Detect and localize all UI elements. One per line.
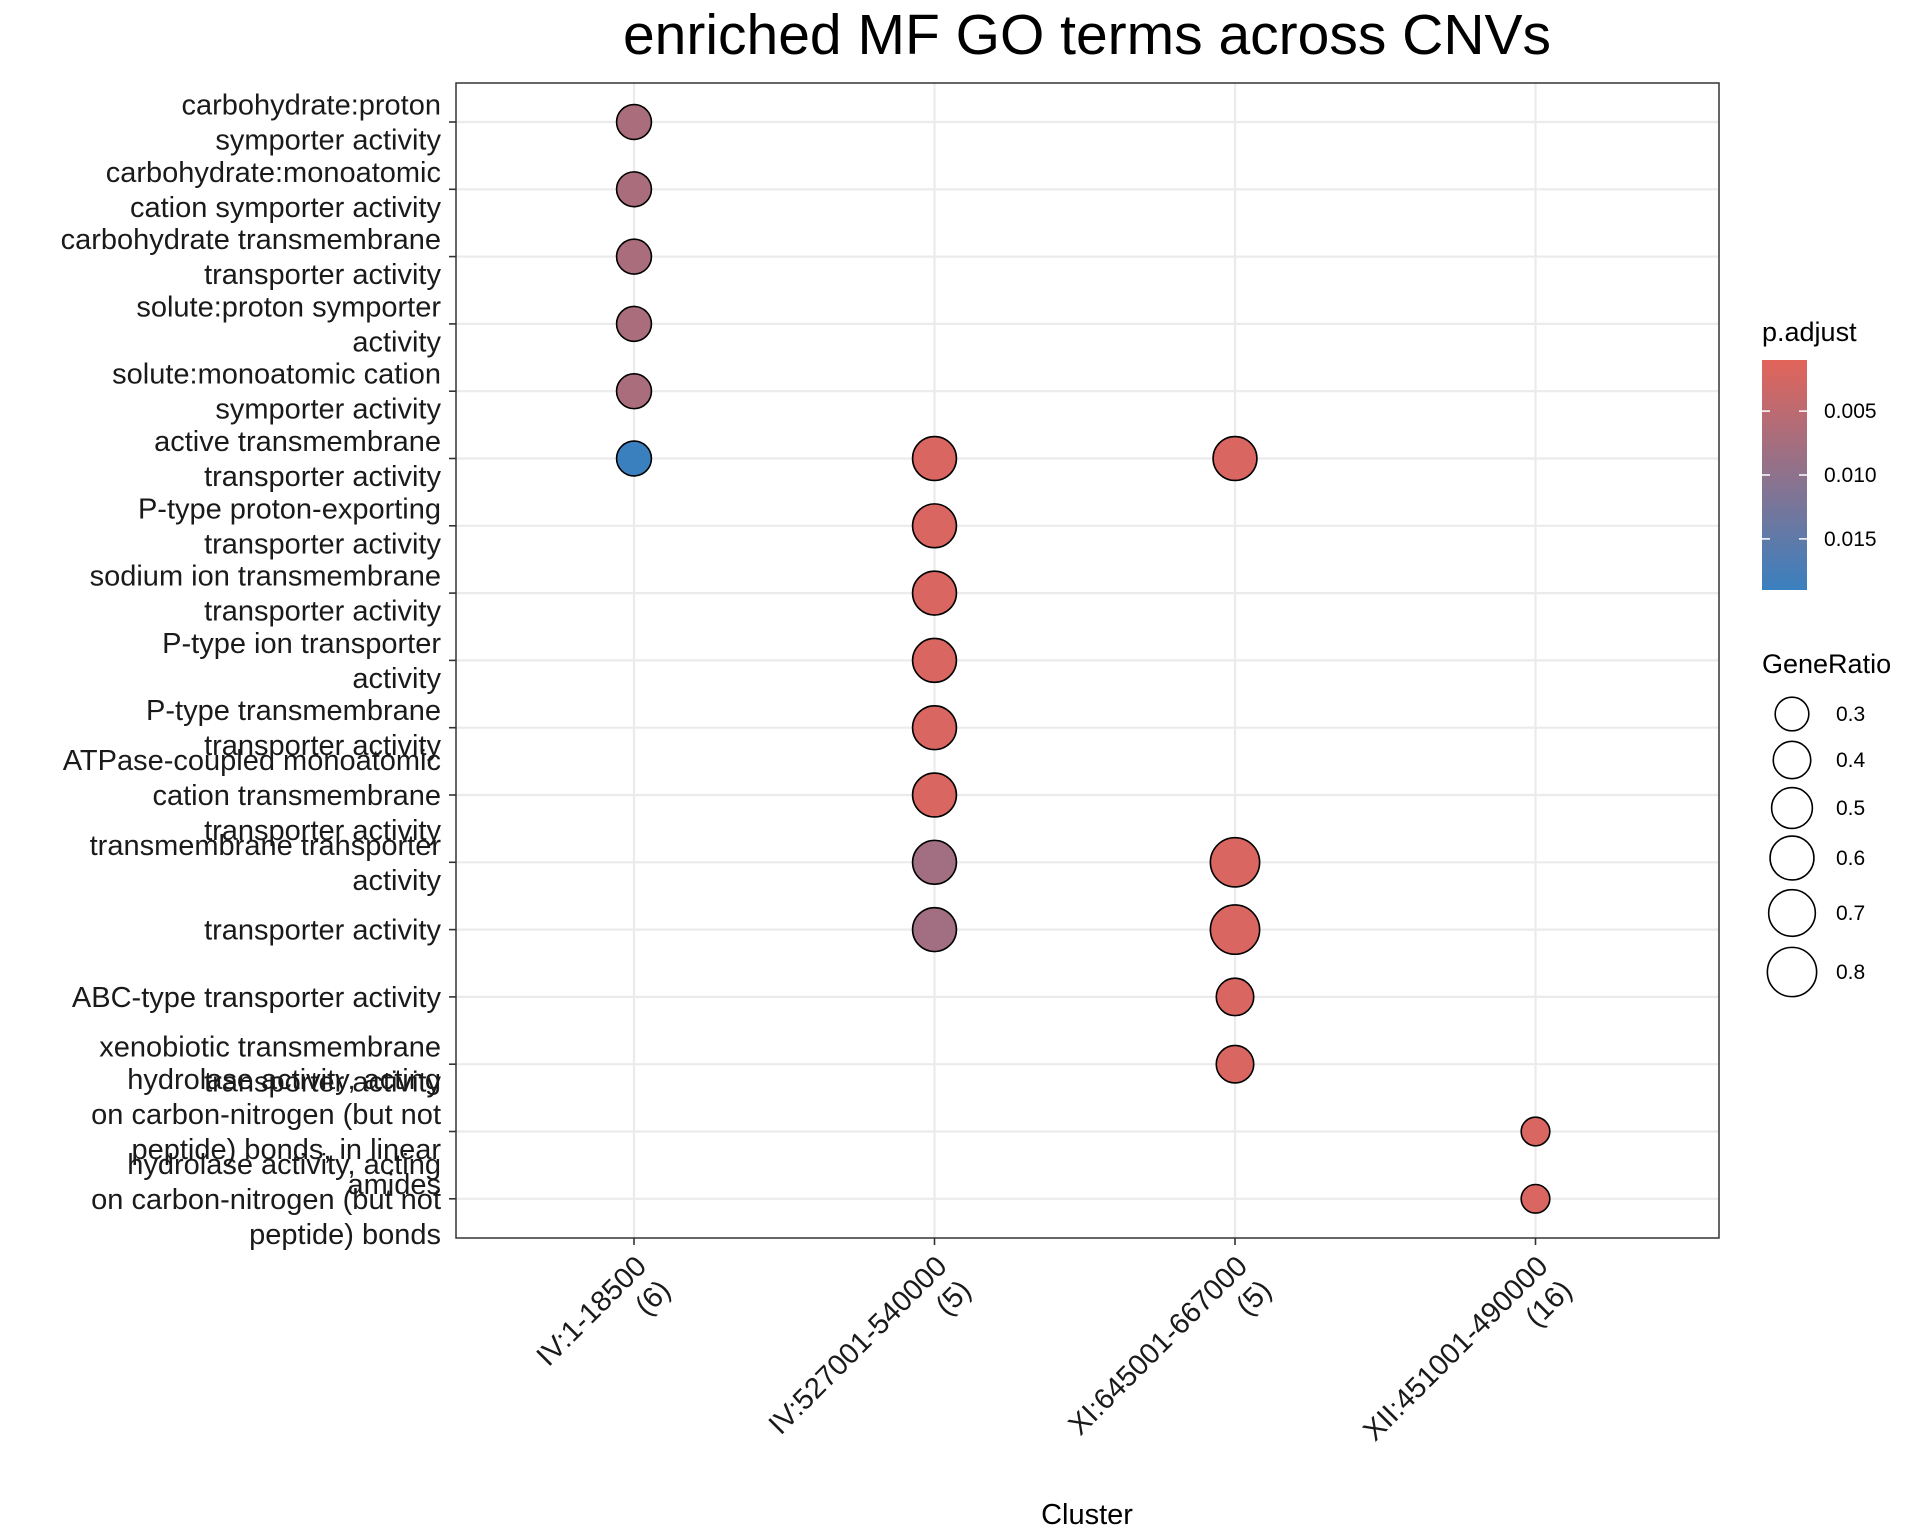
size-legend-label: 0.4 <box>1836 749 1866 772</box>
points-layer <box>615 103 1551 1214</box>
size-legend-label: 0.7 <box>1836 902 1865 925</box>
size-legend-label: 0.6 <box>1836 847 1865 870</box>
y-tick-label-line: ATPase-coupled monoatomic <box>63 745 441 777</box>
y-tick-label-line: transporter activity <box>204 596 441 628</box>
y-tick-label-line: P-type transmembrane <box>146 695 441 727</box>
color-legend-label: 0.005 <box>1824 400 1877 423</box>
data-point <box>1520 1116 1551 1147</box>
chart-title: enriched MF GO terms across CNVs <box>623 3 1551 67</box>
y-tick-label-line: carbohydrate:proton <box>181 90 441 122</box>
data-point <box>1209 904 1261 956</box>
size-legend: GeneRatio 0.3 0.4 0.5 0.6 0.7 0.8 <box>1762 649 1891 998</box>
y-tick-label: P-type transmembrane transporter activity <box>146 695 441 762</box>
data-point <box>615 305 653 343</box>
y-tick-label: ATPase-coupled monoatomic cation transmem… <box>63 745 442 847</box>
y-tick-label-line: ABC-type transporter activity <box>72 982 442 1014</box>
y-tick-label-line: carbohydrate transmembrane <box>61 224 441 256</box>
data-point <box>615 171 653 208</box>
data-point <box>911 435 958 482</box>
y-tick-label: transporter activity <box>204 915 441 947</box>
y-tick-label: carbohydrate:monoatomic cation symporter … <box>106 157 442 224</box>
color-legend-label: 0.010 <box>1824 464 1877 487</box>
color-legend: p.adjust 0.005 0.010 0.015 <box>1762 317 1877 590</box>
y-tick-label-line: on carbon-nitrogen (but not <box>91 1184 441 1216</box>
y-tick-label: transmembrane transporter activity <box>90 830 442 897</box>
size-legend-circle <box>1774 696 1810 732</box>
y-tick-label-line: symporter activity <box>215 394 441 426</box>
y-tick-label-line: transporter activity <box>204 259 441 291</box>
y-tick-label-line: P-type proton-exporting <box>138 493 441 525</box>
y-tick-label-line: xenobiotic transmembrane <box>99 1032 441 1064</box>
y-tick-label: solute:monoatomic cation symporter activi… <box>112 359 441 426</box>
data-point <box>615 440 653 477</box>
y-tick-label-line: hydrolase activity, acting <box>127 1149 441 1181</box>
data-point <box>615 372 653 410</box>
y-tick-label: hydrolase activity, acting on carbon-nitr… <box>91 1149 441 1251</box>
data-point <box>1520 1183 1551 1214</box>
data-point <box>1215 977 1255 1017</box>
data-point <box>911 503 958 549</box>
size-legend-circle <box>1766 946 1818 998</box>
y-tick-label: sodium ion transmembrane transporter acti… <box>90 561 442 628</box>
y-tick-label-line: transmembrane transporter <box>90 830 442 862</box>
data-point <box>911 704 958 751</box>
data-point <box>911 839 958 886</box>
data-point <box>1209 836 1261 888</box>
y-tick-label: active transmembrane transporter activity <box>154 426 441 493</box>
data-point <box>615 238 653 275</box>
y-tick-label-line: activity <box>352 663 441 695</box>
size-legend-circle <box>1769 835 1815 881</box>
data-point <box>1212 435 1258 482</box>
y-tick-label-line: hydrolase activity, acting <box>127 1064 441 1096</box>
y-tick-label: P-type ion transporter activity <box>162 628 441 695</box>
y-tick-label-line: transporter activity <box>204 461 441 493</box>
y-tick-label-line: peptide) bonds <box>249 1219 441 1251</box>
y-tick-label-line: transporter activity <box>204 730 441 762</box>
x-axis-title: Cluster <box>1041 1499 1133 1531</box>
y-tick-label: ABC-type transporter activity <box>72 982 442 1014</box>
y-tick-label-line: cation transmembrane <box>152 780 441 812</box>
y-tick-label-line: transporter activity <box>204 528 441 560</box>
color-legend-label: 0.015 <box>1824 528 1877 551</box>
data-point <box>911 570 958 616</box>
y-tick-label-line: peptide) bonds, in linear <box>131 1134 441 1166</box>
y-tick-label-line: activity <box>352 326 441 358</box>
size-legend-circle <box>1770 786 1814 830</box>
y-tick-label-line: P-type ion transporter <box>162 628 441 660</box>
y-tick-label: hydrolase activity, acting on carbon-nitr… <box>91 1064 441 1201</box>
y-tick-label-line: activity <box>352 865 441 897</box>
y-tick-label-line: solute:monoatomic cation <box>112 359 441 391</box>
y-tick-label-line: active transmembrane <box>154 426 441 458</box>
y-tick-label-line: cation symporter activity <box>130 192 442 224</box>
y-tick-label-line: symporter activity <box>215 125 441 157</box>
size-legend-label: 0.3 <box>1836 703 1865 726</box>
data-point <box>1215 1044 1255 1084</box>
y-tick-label-line: transporter activity <box>204 915 441 947</box>
y-tick-label: xenobiotic transmembrane transporter acti… <box>99 1032 441 1099</box>
data-point <box>911 772 958 818</box>
y-tick-label: carbohydrate:proton symporter activity <box>181 90 441 157</box>
y-tick-label-line: solute:proton symporter <box>136 291 441 323</box>
size-legend-circle <box>1767 888 1817 938</box>
y-tick-label: solute:proton symporter activity <box>136 291 441 358</box>
y-tick-label-line: transporter activity <box>204 1067 441 1099</box>
y-tick-label: P-type proton-exporting transporter activ… <box>138 493 442 560</box>
data-point <box>615 103 653 141</box>
y-tick-label: carbohydrate transmembrane transporter ac… <box>61 224 442 291</box>
data-point <box>911 637 958 684</box>
size-legend-label: 0.5 <box>1836 797 1865 820</box>
size-legend-title: GeneRatio <box>1762 649 1891 679</box>
y-tick-label-line: transporter activity <box>204 815 441 847</box>
y-tick-label-line: carbohydrate:monoatomic <box>106 157 441 189</box>
color-legend-title: p.adjust <box>1762 317 1857 347</box>
y-tick-label-line: on carbon-nitrogen (but not <box>91 1099 441 1131</box>
y-axis: carbohydrate:proton symporter activitycar… <box>61 90 456 1251</box>
size-legend-label: 0.8 <box>1836 961 1865 984</box>
data-point <box>911 906 958 953</box>
y-tick-label-line: amides <box>348 1169 442 1201</box>
size-legend-circle <box>1772 740 1812 780</box>
y-tick-label-line: sodium ion transmembrane <box>90 561 441 593</box>
